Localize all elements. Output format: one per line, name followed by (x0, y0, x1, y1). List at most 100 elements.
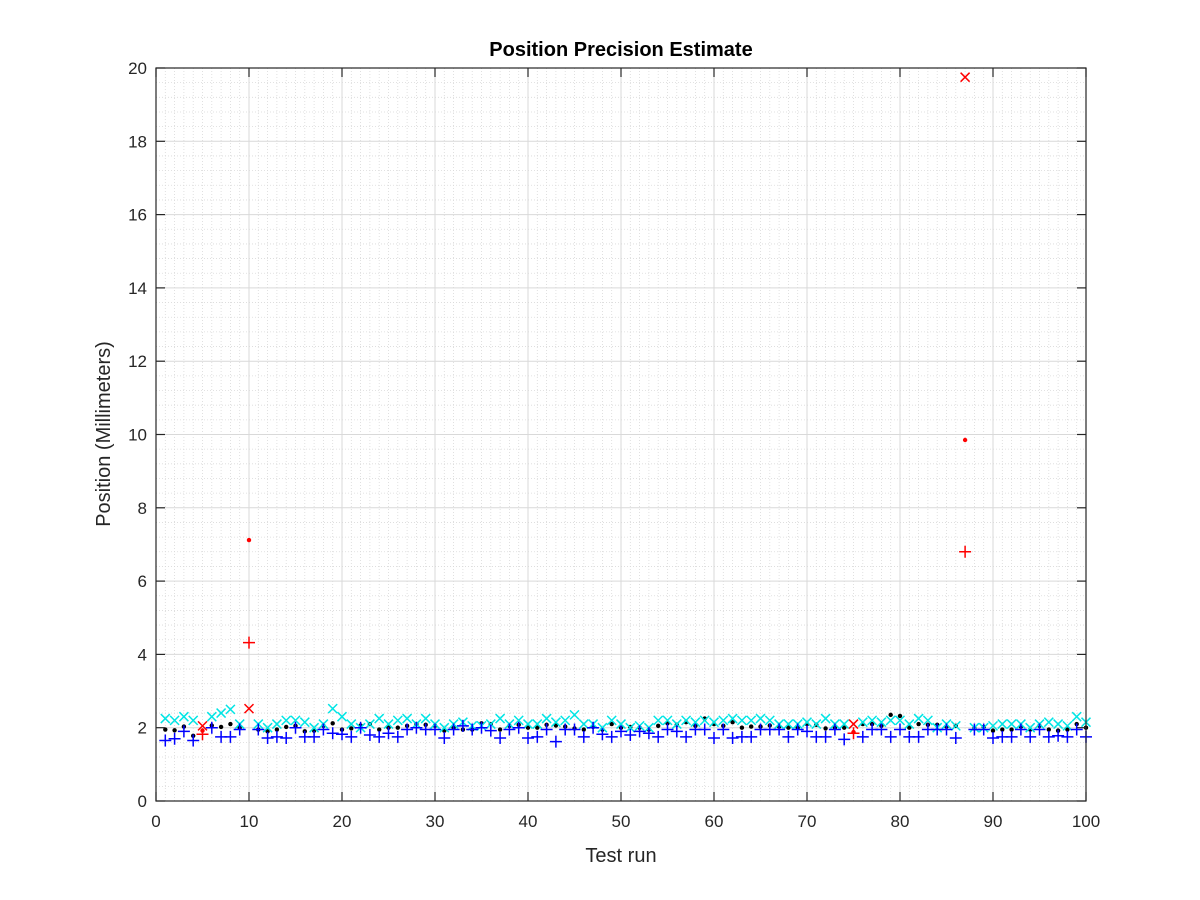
x-tick-label: 60 (705, 812, 724, 831)
y-tick-label: 18 (128, 132, 147, 151)
x-marker (987, 720, 999, 731)
plus-marker (1070, 723, 1083, 736)
plus-marker (466, 723, 479, 736)
x-marker (485, 719, 496, 730)
plus-marker (1005, 730, 1018, 743)
plus-marker (1024, 730, 1037, 743)
plus-marker (401, 723, 414, 736)
plus-marker (308, 730, 321, 743)
plus-marker (280, 731, 293, 744)
dot-marker (535, 725, 540, 730)
plus-marker (596, 728, 609, 741)
x-marker (271, 719, 282, 730)
y-tick-label: 14 (128, 279, 147, 298)
dot-marker (786, 725, 791, 730)
x-marker (857, 717, 868, 728)
plus-marker (773, 723, 786, 736)
plus-marker (661, 723, 674, 736)
dot-marker (962, 437, 968, 443)
plus-marker (531, 730, 544, 743)
dot-marker (897, 713, 903, 719)
plus-marker (847, 727, 860, 740)
plus-marker (1033, 723, 1046, 736)
y-tick-label: 4 (138, 645, 147, 664)
plus-marker (912, 730, 925, 743)
plus-marker (345, 730, 358, 743)
plus-marker (568, 723, 581, 736)
plus-marker (884, 730, 897, 743)
x-marker (532, 719, 543, 730)
x-marker (801, 717, 813, 728)
x-marker (894, 715, 906, 726)
plus-marker (159, 734, 172, 747)
plus-marker (828, 723, 841, 736)
data-markers (159, 72, 1092, 748)
plus-marker (233, 723, 246, 736)
plus-marker (187, 734, 200, 747)
x-marker (606, 715, 617, 726)
x-marker (309, 722, 320, 733)
plus-marker (252, 723, 265, 736)
x-marker (197, 720, 208, 731)
plus-marker (382, 727, 395, 740)
x-marker (885, 715, 896, 726)
plus-marker (1014, 723, 1027, 736)
plus-marker (717, 723, 730, 736)
plus-marker (670, 725, 683, 738)
dot-marker (395, 725, 400, 730)
y-tick-label: 8 (138, 499, 147, 518)
dot-marker (1000, 727, 1005, 732)
x-marker (708, 717, 720, 728)
x-tick-label: 10 (240, 812, 259, 831)
dot-marker (349, 726, 354, 731)
x-marker (876, 717, 887, 728)
dot-marker (377, 727, 382, 732)
plus-marker (196, 728, 209, 741)
plus-marker (522, 731, 534, 744)
y-tick-label: 16 (128, 206, 147, 225)
plus-marker (410, 721, 423, 734)
x-marker (783, 719, 794, 730)
plus-marker (652, 730, 665, 743)
plus-marker (168, 732, 181, 745)
x-marker (997, 719, 1008, 730)
dot-marker (274, 727, 280, 732)
dot-marker (907, 725, 912, 730)
x-marker (764, 715, 775, 726)
x-marker (299, 717, 310, 728)
x-marker (867, 715, 878, 726)
dot-marker (553, 723, 559, 728)
dot-marker (888, 712, 893, 718)
dot-marker (1065, 727, 1070, 732)
x-marker (736, 715, 747, 726)
x-marker (615, 719, 627, 730)
plus-marker (977, 723, 990, 736)
dot-marker (823, 726, 828, 731)
x-marker (662, 715, 673, 726)
series-plus (159, 545, 1092, 748)
dot-marker (739, 725, 745, 730)
x-marker (262, 722, 273, 733)
x-marker (681, 715, 692, 726)
dot-marker (525, 725, 531, 730)
x-tick-label: 30 (426, 812, 445, 831)
plus-marker (838, 733, 851, 746)
dot-marker (990, 728, 996, 733)
dot-marker (228, 721, 233, 727)
x-marker (541, 713, 552, 724)
x-marker (820, 713, 831, 724)
plus-marker (261, 731, 274, 744)
plus-marker (512, 721, 525, 734)
y-axis-label: Position (Millimeters) (93, 341, 115, 527)
x-marker (950, 720, 961, 731)
plus-marker (475, 721, 488, 734)
x-marker (746, 715, 757, 726)
plus-marker (708, 731, 720, 744)
x-marker (188, 715, 199, 726)
plus-marker (745, 730, 758, 743)
plus-marker (438, 731, 451, 744)
plus-marker (894, 723, 906, 736)
plus-marker (429, 723, 441, 736)
plus-marker (243, 636, 255, 649)
x-marker (1062, 720, 1073, 731)
